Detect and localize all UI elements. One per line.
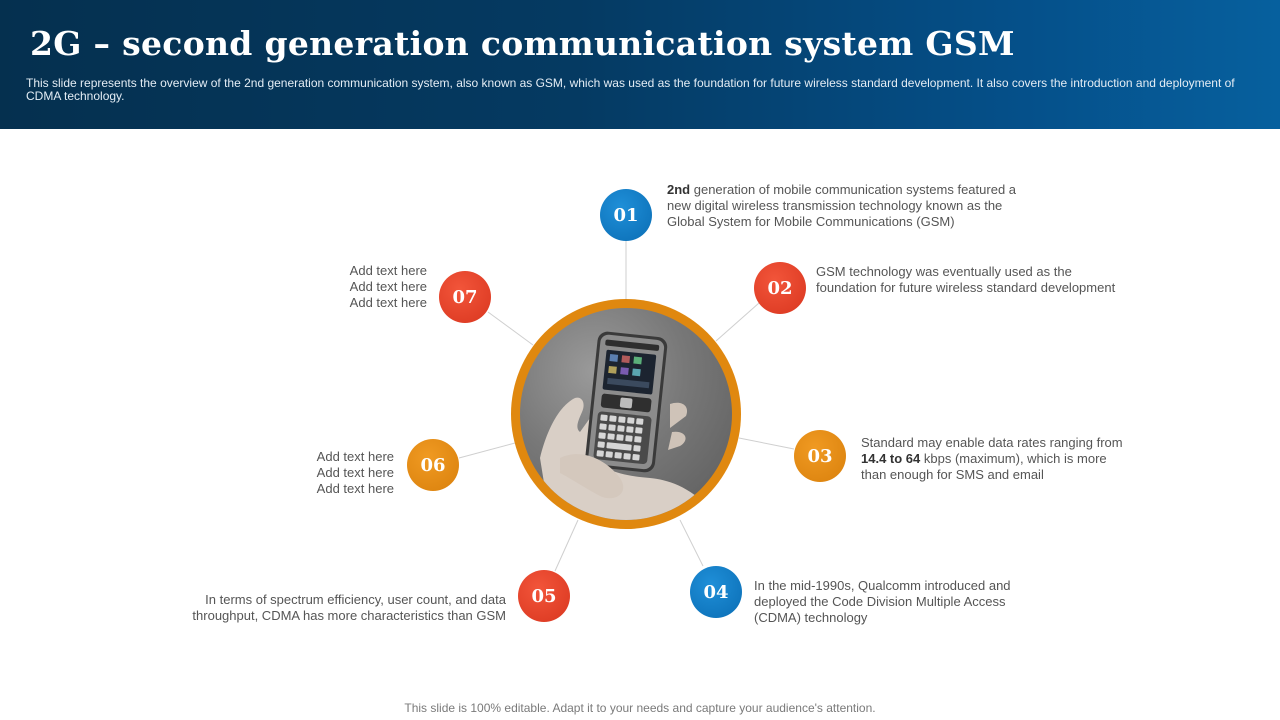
step-06-badge: 06 [407, 439, 459, 491]
step-01-text-body: generation of mobile communication syste… [667, 182, 1017, 229]
connector-06 [458, 442, 516, 459]
step-06-line-3: Add text here [316, 481, 394, 496]
step-07-line-3: Add text here [349, 295, 427, 310]
step-07-line-2: Add text here [349, 279, 427, 294]
slide-title: 2G – second generation communication sys… [30, 24, 1015, 63]
step-03-text-bold: 14.4 to 64 [861, 451, 921, 466]
step-06-line-1: Add text here [316, 449, 394, 464]
step-04-badge: 04 [690, 566, 742, 618]
step-05-badge: 05 [518, 570, 570, 622]
step-05-text: In terms of spectrum efficiency, user co… [192, 592, 506, 623]
step-03-text-b: kbps (maximum), which is more than enoug… [861, 451, 1107, 482]
step-03-badge: 03 [794, 430, 846, 482]
step-07-text: Add text here Add text here Add text her… [307, 263, 427, 311]
step-01-text: 2nd generation of mobile communication s… [667, 182, 1027, 230]
step-03-text-a: Standard may enable data rates ranging f… [861, 435, 1123, 450]
connector-05 [554, 519, 579, 572]
footer-note: This slide is 100% editable. Adapt it to… [404, 701, 876, 715]
step-02-text: GSM technology was eventually used as th… [816, 264, 1116, 295]
step-07-badge: 07 [439, 271, 491, 323]
slide-subtitle: This slide represents the overview of th… [26, 76, 1235, 103]
step-03-text: Standard may enable data rates ranging f… [861, 435, 1131, 483]
phone-illustration [540, 331, 720, 520]
step-02-badge: 02 [754, 262, 806, 314]
connector-02 [715, 302, 760, 342]
connector-07 [487, 311, 534, 346]
step-01-text-bold: 2nd [667, 182, 691, 197]
step-06-line-2: Add text here [316, 465, 394, 480]
header-banner: 2G – second generation communication sys… [0, 0, 1280, 129]
step-06-text: Add text here Add text here Add text her… [274, 449, 394, 497]
step-04-text: In the mid-1990s, Qualcomm introduced an… [754, 578, 1011, 625]
step-07-line-1: Add text here [349, 263, 427, 278]
connector-03 [738, 437, 795, 450]
phone-in-hand-photo [520, 308, 732, 520]
connector-04 [679, 519, 704, 567]
step-01-badge: 01 [600, 189, 652, 241]
